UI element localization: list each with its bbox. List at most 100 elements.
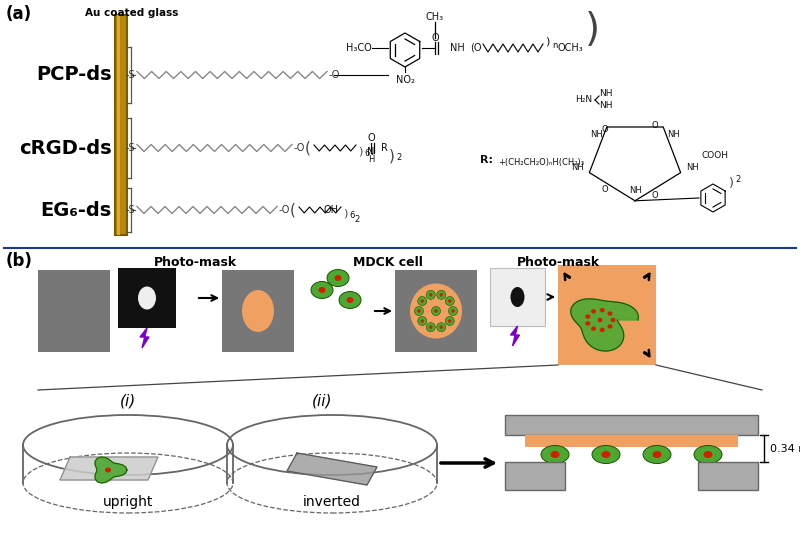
Polygon shape (287, 453, 377, 485)
Ellipse shape (429, 326, 433, 329)
Text: -S: -S (126, 143, 135, 153)
Bar (505, 462, 565, 490)
Text: 2: 2 (735, 176, 740, 184)
Text: (ii): (ii) (312, 393, 332, 408)
Text: -O: -O (279, 205, 290, 215)
Ellipse shape (446, 316, 454, 326)
Ellipse shape (448, 299, 451, 303)
Ellipse shape (421, 319, 424, 323)
Ellipse shape (592, 446, 620, 464)
Ellipse shape (346, 297, 354, 303)
Bar (118, 268, 176, 328)
Text: R: R (381, 143, 388, 153)
Text: NH: NH (599, 89, 613, 99)
Bar (38, 270, 110, 352)
Text: NH: NH (629, 186, 642, 195)
Polygon shape (510, 326, 519, 346)
Text: -S: -S (126, 70, 135, 80)
Text: N: N (367, 147, 374, 157)
Bar (490, 268, 545, 326)
Ellipse shape (510, 287, 525, 307)
Text: MDCK cell: MDCK cell (353, 256, 423, 269)
Ellipse shape (421, 299, 424, 303)
Ellipse shape (610, 318, 615, 322)
Bar (222, 270, 294, 352)
Ellipse shape (643, 446, 671, 464)
Ellipse shape (327, 270, 349, 287)
Polygon shape (570, 299, 638, 351)
Text: inverted: inverted (303, 495, 361, 509)
Ellipse shape (653, 451, 662, 458)
Text: NH: NH (667, 130, 679, 140)
Ellipse shape (418, 316, 426, 326)
Text: NH: NH (571, 163, 584, 172)
Text: -O: -O (294, 143, 306, 153)
Text: NO₂: NO₂ (395, 75, 414, 85)
Ellipse shape (600, 308, 605, 313)
Text: OCH₃: OCH₃ (557, 43, 582, 53)
Text: CH₃: CH₃ (426, 12, 444, 22)
Text: -O: -O (329, 70, 340, 80)
Text: O: O (652, 190, 658, 199)
Ellipse shape (541, 446, 569, 464)
Ellipse shape (426, 291, 435, 299)
Text: R:: R: (480, 155, 493, 165)
Text: ): ) (343, 208, 347, 218)
Ellipse shape (418, 296, 426, 306)
Text: upright: upright (103, 495, 153, 509)
Bar (395, 270, 477, 352)
Text: cRGD-ds: cRGD-ds (19, 139, 112, 157)
Text: 0.34 mm: 0.34 mm (770, 444, 800, 453)
Text: (a): (a) (6, 5, 32, 23)
Bar (698, 462, 758, 490)
Text: H: H (368, 155, 374, 164)
Text: (: ( (290, 203, 296, 218)
Text: (b): (b) (6, 252, 33, 270)
Ellipse shape (426, 323, 435, 331)
Ellipse shape (446, 296, 454, 306)
Text: NH: NH (686, 163, 699, 172)
Text: PCP-ds: PCP-ds (36, 66, 112, 85)
Ellipse shape (598, 318, 602, 322)
Polygon shape (60, 457, 158, 480)
Text: (: ( (305, 141, 311, 155)
Ellipse shape (602, 451, 610, 458)
Text: NH: NH (450, 43, 465, 53)
Bar (117, 15, 120, 235)
Ellipse shape (591, 327, 596, 331)
Text: Photo-mask: Photo-mask (154, 256, 237, 269)
Text: NH: NH (590, 130, 603, 140)
Text: ): ) (729, 176, 734, 190)
Ellipse shape (586, 314, 590, 319)
Polygon shape (95, 457, 127, 483)
Text: COOH: COOH (701, 150, 728, 160)
Ellipse shape (439, 293, 443, 296)
Text: O: O (431, 33, 439, 43)
Text: OH: OH (324, 205, 339, 215)
Ellipse shape (410, 284, 462, 338)
Bar (115, 15, 127, 235)
Ellipse shape (242, 290, 274, 332)
Text: 2: 2 (396, 154, 402, 162)
Text: EG₆-ds: EG₆-ds (41, 201, 112, 219)
Text: O: O (652, 121, 658, 129)
Ellipse shape (311, 281, 333, 299)
Text: 6: 6 (349, 211, 354, 220)
Ellipse shape (451, 309, 454, 313)
Ellipse shape (434, 309, 438, 313)
Text: O: O (602, 185, 608, 195)
Text: n: n (552, 40, 558, 50)
Ellipse shape (439, 326, 443, 329)
Text: (i): (i) (120, 393, 136, 408)
Ellipse shape (437, 291, 446, 299)
Ellipse shape (414, 307, 423, 315)
Ellipse shape (607, 324, 613, 329)
Polygon shape (140, 328, 149, 348)
Ellipse shape (449, 307, 458, 315)
Text: -S: -S (126, 205, 135, 215)
Text: H₂N: H₂N (575, 95, 592, 105)
Ellipse shape (694, 446, 722, 464)
Ellipse shape (591, 309, 596, 314)
Bar (525, 435, 738, 447)
Text: ): ) (585, 11, 600, 49)
